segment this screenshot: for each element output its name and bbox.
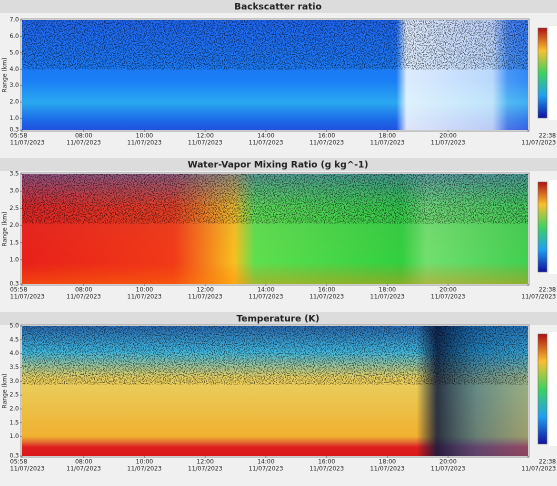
noise-layer — [22, 326, 528, 385]
x-tick-date: 11/07/2023 — [431, 466, 466, 473]
x-tick-time: 20:00 — [439, 133, 456, 140]
y-tick-label: 4.0 — [9, 350, 19, 357]
y-tick-label: 3.0 — [9, 82, 19, 89]
y-tick-label: 5.0 — [9, 49, 19, 56]
x-tick-date: 11/07/2023 — [127, 140, 162, 147]
y-axis-label: Range (km) — [2, 58, 9, 93]
x-tick-date: 11/07/2023 — [10, 140, 45, 147]
x-tick-time: 16:00 — [318, 133, 335, 140]
lidar-display: Backscatter ratio Range (km) 7.0 6.0 5.0 4.0 3… — [0, 0, 557, 486]
x-tick-date: 11/07/2023 — [127, 294, 162, 301]
x-tick-date: 11/07/2023 — [66, 466, 101, 473]
panel-title: Backscatter ratio — [234, 3, 321, 13]
panel-title: Temperature (K) — [236, 315, 319, 325]
y-tick-label: 2.5 — [9, 205, 19, 212]
panel-title: Water-Vapor Mixing Ratio (g kg^-1) — [188, 161, 369, 171]
x-tick-time: 18:00 — [379, 133, 396, 140]
colorbar-panel — [549, 26, 557, 120]
y-tick-label: 2.0 — [9, 99, 19, 106]
x-tick-time: 05:58 — [10, 133, 27, 140]
colorbar — [538, 334, 547, 444]
x-tick-date: 11/07/2023 — [10, 294, 45, 301]
x-tick-date: 11/07/2023 — [249, 140, 284, 147]
x-tick-date: 11/07/2023 — [309, 140, 344, 147]
x-tick-time: 22:38 — [539, 459, 556, 466]
x-tick-time: 20:00 — [439, 287, 456, 294]
x-tick-date: 11/07/2023 — [370, 294, 405, 301]
x-tick-time: 08:00 — [75, 133, 92, 140]
y-tick-label: 1.5 — [9, 419, 19, 426]
x-tick-time: 12:00 — [197, 133, 214, 140]
y-tick-label: 5.0 — [9, 323, 19, 330]
x-tick-date: 11/07/2023 — [188, 294, 223, 301]
y-tick-label: 3.5 — [9, 171, 19, 178]
x-tick-time: 16:00 — [318, 459, 335, 466]
x-tick-time: 16:00 — [318, 287, 335, 294]
x-tick-date: 11/07/2023 — [10, 466, 45, 473]
x-tick-date: 11/07/2023 — [370, 466, 405, 473]
y-tick-label: 4.0 — [9, 66, 19, 73]
y-tick-label: 4.5 — [9, 336, 19, 343]
x-tick-time: 05:58 — [10, 459, 27, 466]
x-tick-time: 12:00 — [197, 459, 214, 466]
x-tick-date: 11/07/2023 — [521, 140, 556, 147]
x-tick-time: 10:00 — [136, 133, 153, 140]
x-tick-time: 05:58 — [10, 287, 27, 294]
x-tick-date: 11/07/2023 — [249, 466, 284, 473]
x-tick-time: 14:00 — [257, 459, 274, 466]
colorbar-panel — [549, 332, 557, 446]
x-tick-time: 14:00 — [257, 287, 274, 294]
x-tick-date: 11/07/2023 — [188, 466, 223, 473]
x-tick-date: 11/07/2023 — [249, 294, 284, 301]
x-tick-time: 12:00 — [197, 287, 214, 294]
y-tick-label: 2.0 — [9, 405, 19, 412]
x-tick-date: 11/07/2023 — [188, 140, 223, 147]
x-tick-date: 11/07/2023 — [309, 294, 344, 301]
x-tick-time: 22:38 — [539, 133, 556, 140]
x-tick-time: 22:38 — [539, 287, 556, 294]
colorbar-panel — [549, 180, 557, 274]
colorbar — [538, 28, 547, 118]
y-tick-label: 2.0 — [9, 222, 19, 229]
x-tick-date: 11/07/2023 — [370, 140, 405, 147]
y-tick-label: 7.0 — [9, 17, 19, 24]
x-tick-date: 11/07/2023 — [309, 466, 344, 473]
x-tick-time: 18:00 — [379, 459, 396, 466]
x-tick-time: 20:00 — [439, 459, 456, 466]
x-tick-date: 11/07/2023 — [521, 294, 556, 301]
colorbar — [538, 182, 547, 272]
y-tick-label: 3.0 — [9, 378, 19, 385]
x-tick-date: 11/07/2023 — [127, 466, 162, 473]
y-tick-label: 1.0 — [9, 115, 19, 122]
x-tick-date: 11/07/2023 — [431, 140, 466, 147]
y-tick-label: 1.0 — [9, 256, 19, 263]
x-tick-time: 18:00 — [379, 287, 396, 294]
y-axis-label: Range (km) — [2, 374, 9, 409]
x-tick-time: 10:00 — [136, 459, 153, 466]
y-tick-label: 1.5 — [9, 239, 19, 246]
y-tick-label: 2.5 — [9, 392, 19, 399]
x-tick-time: 08:00 — [75, 459, 92, 466]
x-tick-date: 11/07/2023 — [66, 140, 101, 147]
y-tick-label: 6.0 — [9, 33, 19, 40]
noise-layer — [22, 20, 528, 70]
y-axis-label: Range (km) — [2, 212, 9, 247]
x-tick-time: 10:00 — [136, 287, 153, 294]
x-tick-date: 11/07/2023 — [521, 466, 556, 473]
y-tick-label: 1.0 — [9, 433, 19, 440]
x-tick-time: 14:00 — [257, 133, 274, 140]
y-tick-label: 3.0 — [9, 188, 19, 195]
x-tick-date: 11/07/2023 — [66, 294, 101, 301]
noise-layer — [22, 174, 528, 224]
x-tick-time: 08:00 — [75, 287, 92, 294]
x-tick-date: 11/07/2023 — [431, 294, 466, 301]
y-tick-label: 3.5 — [9, 364, 19, 371]
